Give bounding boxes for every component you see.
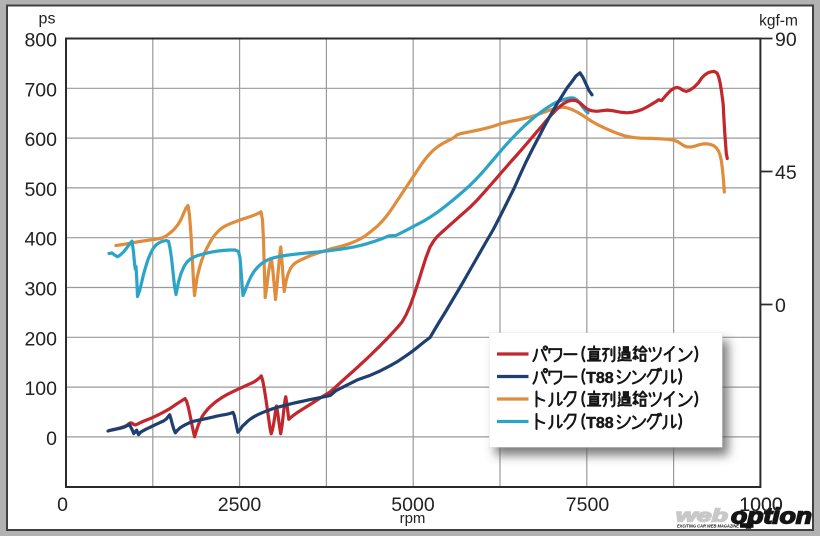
svg-text:ps: ps bbox=[39, 11, 56, 28]
svg-text:100: 100 bbox=[24, 378, 57, 400]
svg-text:2500: 2500 bbox=[218, 494, 262, 516]
svg-text:1000: 1000 bbox=[739, 494, 783, 516]
svg-text:0: 0 bbox=[46, 428, 57, 450]
svg-text:0: 0 bbox=[57, 494, 68, 516]
svg-text:400: 400 bbox=[24, 229, 57, 251]
svg-text:rpm: rpm bbox=[400, 510, 426, 527]
svg-text:200: 200 bbox=[24, 328, 57, 350]
svg-text:500: 500 bbox=[24, 179, 57, 201]
svg-text:7500: 7500 bbox=[566, 494, 610, 516]
svg-text:45: 45 bbox=[775, 162, 797, 184]
svg-text:EXCITING CAR WEB MAGAZINE: EXCITING CAR WEB MAGAZINE bbox=[677, 524, 740, 529]
svg-text:800: 800 bbox=[24, 30, 57, 52]
svg-text:0: 0 bbox=[775, 295, 786, 317]
svg-text:300: 300 bbox=[24, 279, 57, 301]
svg-text:600: 600 bbox=[24, 129, 57, 151]
svg-text:T88: T88 bbox=[586, 370, 614, 387]
svg-text:1000: 1000 bbox=[739, 494, 783, 516]
svg-text:700: 700 bbox=[24, 79, 57, 101]
svg-text:web: web bbox=[676, 506, 728, 526]
svg-text:kgf-m: kgf-m bbox=[759, 13, 798, 30]
svg-text:90: 90 bbox=[775, 29, 797, 51]
svg-text:5000: 5000 bbox=[391, 494, 435, 516]
svg-text:T88: T88 bbox=[586, 415, 614, 432]
